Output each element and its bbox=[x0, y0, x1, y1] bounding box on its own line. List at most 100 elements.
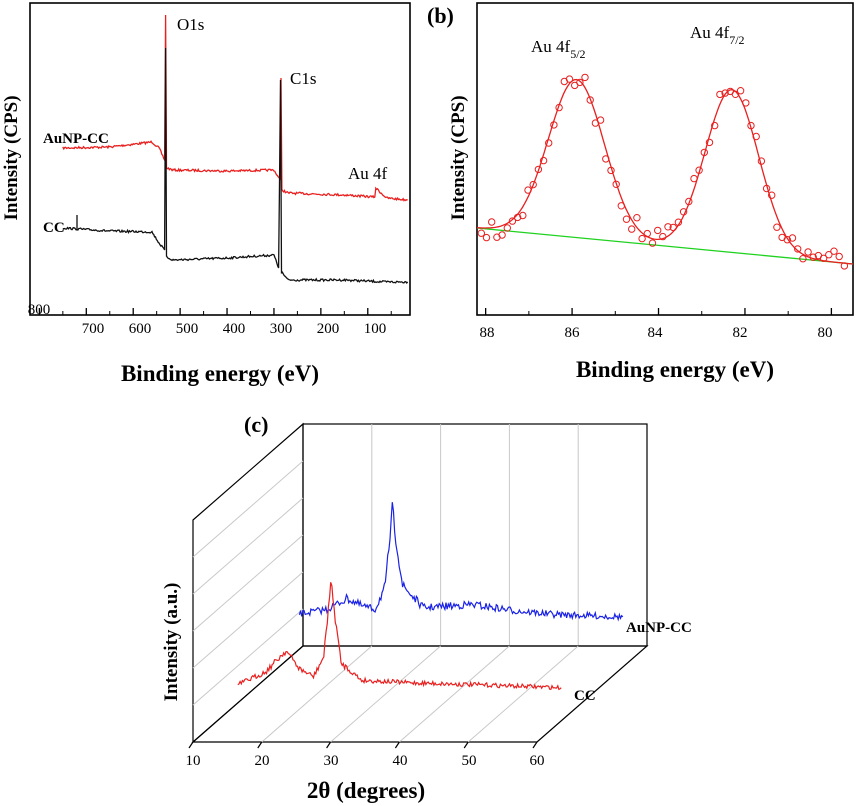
b-peak1-sub: 5/2 bbox=[570, 47, 585, 61]
b-data-point bbox=[659, 232, 667, 241]
b-tick-label: 84 bbox=[648, 325, 664, 341]
c-x-tick bbox=[394, 741, 400, 749]
a-aunp-cc-label: AuNP-CC bbox=[43, 131, 109, 147]
c-tick-label: 10 bbox=[186, 753, 201, 769]
b-data-point bbox=[783, 236, 791, 244]
panel-a-frame bbox=[29, 2, 411, 316]
b-data-point bbox=[482, 233, 491, 242]
c-floor bbox=[191, 645, 649, 743]
b-data-point bbox=[690, 174, 698, 183]
a-tick-label: 200 bbox=[317, 321, 340, 337]
b-label-bg bbox=[426, 0, 470, 28]
c-cc-label: CC bbox=[574, 688, 596, 704]
b-data-point bbox=[674, 218, 683, 226]
c-x-tick bbox=[257, 741, 263, 749]
a-x-axis-title: Binding energy (eV) bbox=[121, 361, 319, 386]
b-background-line bbox=[476, 227, 854, 265]
b-data-point bbox=[830, 247, 838, 255]
b-tick-label: 86 bbox=[565, 325, 581, 341]
c-x-tick bbox=[188, 741, 194, 749]
b-data-point bbox=[752, 132, 760, 141]
b-peak1-main: Au 4f bbox=[531, 37, 571, 56]
a-tick-label: 700 bbox=[82, 321, 105, 337]
b-data-point bbox=[498, 231, 506, 239]
panel-b-ticks bbox=[484, 308, 833, 315]
a-o1s-label: O1s bbox=[177, 15, 204, 34]
b-data-point bbox=[799, 255, 807, 263]
c-x-tick bbox=[532, 741, 538, 749]
b-data-point bbox=[768, 191, 776, 199]
a-tick-label: 100 bbox=[364, 321, 387, 337]
b-data-point bbox=[648, 239, 657, 247]
b-data-point bbox=[679, 208, 688, 216]
c-series-cc-line bbox=[237, 582, 562, 691]
b-data-point bbox=[488, 218, 496, 226]
b-data-points bbox=[477, 73, 849, 270]
b-data-point bbox=[508, 217, 517, 225]
c-floor-gridline bbox=[399, 645, 510, 743]
b-data-point bbox=[534, 165, 543, 174]
a-y-axis-title: Intensity (CPS) bbox=[1, 95, 22, 220]
b-peak1-label: Au 4f5/2 bbox=[531, 37, 586, 61]
b-data-point bbox=[529, 180, 537, 189]
panel-a: 800 700 600 500 400 300 200 100 Binding … bbox=[1, 2, 411, 386]
a-series-aunp-cc-line bbox=[62, 14, 408, 202]
c-floor-gridline bbox=[261, 645, 373, 743]
b-data-point bbox=[602, 155, 610, 163]
c-side-gridline bbox=[192, 497, 304, 595]
b-data-point bbox=[685, 197, 693, 206]
b-data-point bbox=[716, 90, 724, 99]
b-data-point bbox=[622, 215, 631, 223]
b-data-point bbox=[503, 224, 511, 232]
c-side-gridline bbox=[192, 460, 304, 558]
a-tick-label: 300 bbox=[270, 321, 293, 337]
c-tick-label: 20 bbox=[255, 753, 270, 769]
c-series-aunp-cc-line bbox=[298, 502, 624, 622]
c-y-axis-title: Intensity (a.u.) bbox=[161, 583, 182, 702]
c-tick-label: 60 bbox=[530, 753, 545, 769]
a-c1s-label: C1s bbox=[290, 69, 316, 88]
b-data-point bbox=[747, 121, 755, 130]
b-data-point bbox=[628, 225, 636, 233]
a-series-cc-line bbox=[62, 47, 409, 285]
c-floor-gridline bbox=[467, 645, 579, 743]
c-tick-label: 30 bbox=[324, 753, 339, 769]
c-x-axis-title: 2θ (degrees) bbox=[307, 778, 425, 803]
b-data-point bbox=[633, 214, 641, 222]
b-tick-label: 88 bbox=[480, 325, 495, 341]
b-data-point bbox=[804, 248, 812, 256]
b-data-point bbox=[638, 234, 646, 243]
b-data-point bbox=[757, 157, 766, 165]
c-x-tick bbox=[326, 741, 332, 749]
b-data-point bbox=[705, 138, 714, 147]
c-side-gridline bbox=[192, 608, 304, 706]
b-data-point bbox=[524, 186, 532, 194]
b-data-point bbox=[586, 96, 594, 104]
panel-c: (c) 10 20 30 40 50 60 2θ (degrees) Inten… bbox=[161, 412, 692, 803]
a-tick-label: 500 bbox=[176, 321, 199, 337]
b-data-point bbox=[819, 254, 828, 262]
b-data-point bbox=[565, 75, 574, 83]
c-side-gridline bbox=[192, 534, 304, 632]
c-floor-gridline bbox=[330, 645, 441, 743]
b-data-point bbox=[545, 139, 553, 147]
b-data-point bbox=[654, 226, 662, 235]
b-data-point bbox=[809, 253, 817, 261]
b-x-axis-title: Binding energy (eV) bbox=[576, 357, 774, 382]
panel-b: (b) 88 86 84 82 80 Binding energy (eV) I… bbox=[426, 0, 854, 382]
b-data-point bbox=[550, 121, 558, 129]
a-tick-label: 600 bbox=[129, 321, 152, 337]
c-tick-label: 50 bbox=[462, 753, 477, 769]
b-data-point bbox=[840, 262, 849, 270]
b-data-point bbox=[519, 211, 527, 220]
c-tick-label: 40 bbox=[393, 753, 408, 769]
b-data-point bbox=[539, 156, 548, 165]
b-data-point bbox=[731, 90, 740, 99]
b-data-point bbox=[788, 234, 797, 242]
b-data-point bbox=[596, 116, 605, 124]
b-data-point bbox=[742, 99, 750, 107]
b-data-point bbox=[617, 202, 625, 210]
b-data-point bbox=[825, 251, 833, 259]
c-3d-grid bbox=[188, 422, 649, 749]
